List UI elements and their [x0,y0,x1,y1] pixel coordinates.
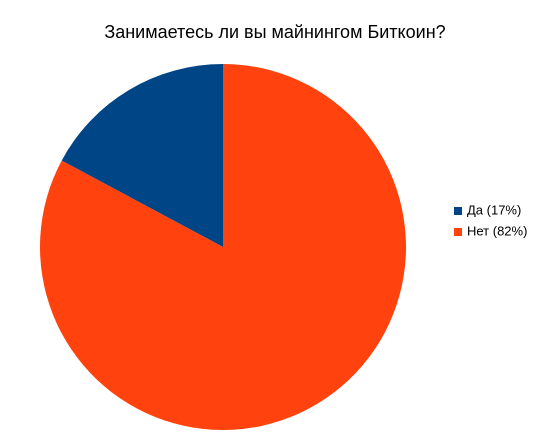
legend-swatch [454,228,462,236]
chart-title: Занимаетесь ли вы майнингом Биткоин? [104,22,445,42]
legend-label: Да (17%) [467,202,521,217]
legend-swatch [454,207,462,215]
legend-label: Нет (82%) [467,223,527,238]
pie-slice [40,64,407,430]
pie-slice [61,64,224,247]
